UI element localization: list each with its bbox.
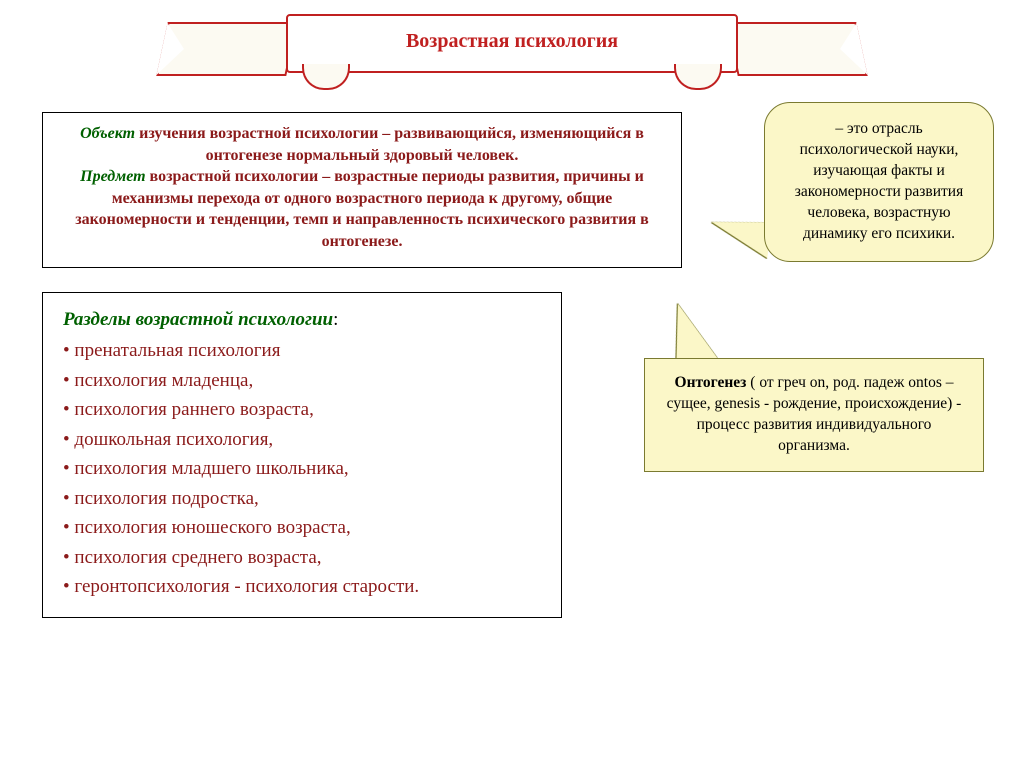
callout-ontogenesis: Онтогенез ( от греч on, род. падеж ontos… [644, 358, 984, 472]
slide-title: Возрастная психология [406, 30, 618, 52]
subject-text: возрастной психологии – возрастные перио… [75, 168, 649, 250]
title-ribbon: Возрастная психология [192, 14, 832, 84]
list-item: психология подростка, [63, 484, 541, 513]
callout-ontogenesis-tail [668, 299, 718, 364]
callout-definition-text: – это отрасль психологической науки, изу… [795, 120, 964, 242]
list-item: психология среднего возраста, [63, 543, 541, 572]
object-text: изучения возрастной психологии – развива… [135, 125, 644, 164]
callout-definition: – это отрасль психологической науки, изу… [764, 102, 994, 262]
ribbon-curl-right [674, 64, 722, 90]
sections-heading: Разделы возрастной психологии [63, 309, 333, 330]
callout-definition-tail [708, 214, 772, 258]
list-item: психология юношеского возраста, [63, 513, 541, 542]
slide-canvas: Возрастная психология Объект изучения во… [0, 0, 1024, 767]
ribbon-center: Возрастная психология [286, 14, 738, 73]
list-item: психология раннего возраста, [63, 395, 541, 424]
ribbon-curl-left [302, 64, 350, 90]
ontogenesis-term: Онтогенез [675, 374, 747, 391]
list-item: психология младшего школьника, [63, 454, 541, 483]
list-item: психология младенца, [63, 366, 541, 395]
list-item: пренатальная психология [63, 336, 541, 365]
sections-list: пренатальная психология психология младе… [63, 336, 541, 601]
list-item: геронтопсихология - психология старости. [63, 572, 541, 601]
list-item: дошкольная психология, [63, 425, 541, 454]
ribbon-tail-left [156, 22, 297, 76]
sections-box: Разделы возрастной психологии: пренаталь… [42, 292, 562, 618]
sections-colon: : [333, 309, 338, 330]
object-label: Объект [80, 125, 135, 142]
ribbon-tail-right [726, 22, 867, 76]
object-subject-box: Объект изучения возрастной психологии – … [42, 112, 682, 268]
subject-label: Предмет [80, 168, 145, 185]
